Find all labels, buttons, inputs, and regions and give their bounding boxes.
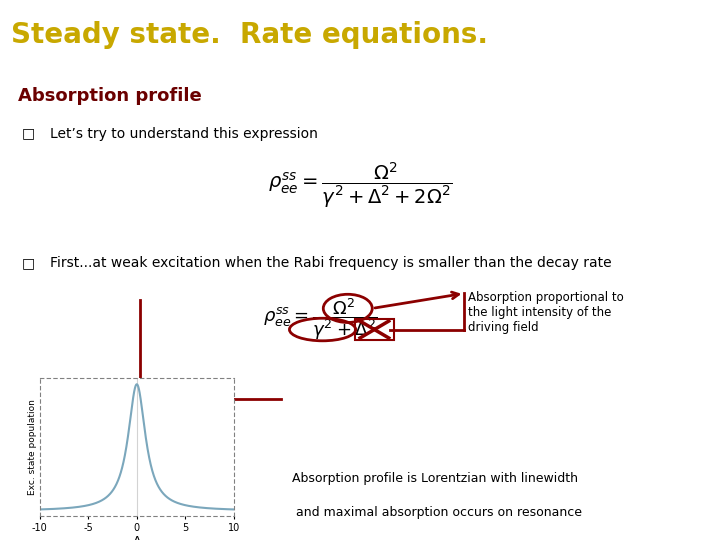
Text: $\rho_{ee}^{ss} = \dfrac{\Omega^2}{\gamma^2 + \Delta^2}$: $\rho_{ee}^{ss} = \dfrac{\Omega^2}{\gamm…: [263, 296, 378, 342]
Text: □: □: [22, 126, 35, 140]
Text: $\rho_{ee}^{ss} = \dfrac{\Omega^2}{\gamma^2 + \Delta^2 + 2\Omega^2}$: $\rho_{ee}^{ss} = \dfrac{\Omega^2}{\gamm…: [268, 160, 452, 210]
Y-axis label: Exc. state population: Exc. state population: [28, 399, 37, 495]
Text: Steady state.  Rate equations.: Steady state. Rate equations.: [11, 21, 488, 49]
Text: Absorption profile is Lorentzian with linewidth: Absorption profile is Lorentzian with li…: [292, 472, 582, 485]
Text: □: □: [22, 256, 35, 270]
Text: Absorption profile: Absorption profile: [18, 86, 202, 105]
Text: Let’s try to understand this expression: Let’s try to understand this expression: [50, 126, 318, 140]
Bar: [355, 319, 394, 340]
Text: Absorption proportional to
the light intensity of the
driving field: Absorption proportional to the light int…: [468, 291, 624, 334]
Text: First...at weak excitation when the Rabi frequency is smaller than the decay rat: First...at weak excitation when the Rabi…: [50, 256, 612, 270]
X-axis label: $\Delta$: $\Delta$: [132, 535, 142, 540]
Text: and maximal absorption occurs on resonance: and maximal absorption occurs on resonan…: [292, 505, 582, 519]
Text: $\gamma$: $\gamma$: [719, 471, 720, 486]
